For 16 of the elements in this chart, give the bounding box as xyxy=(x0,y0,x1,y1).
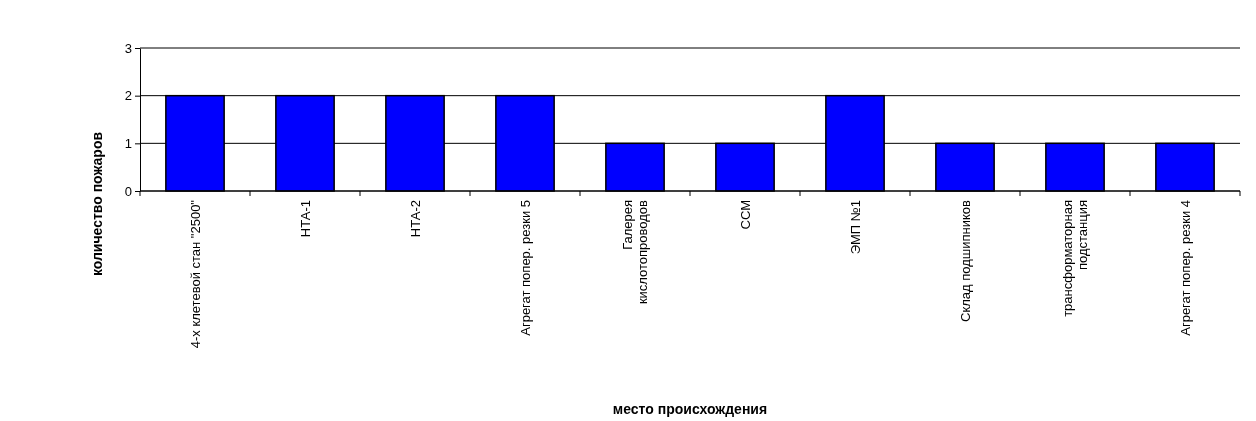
x-tick-label: Агрегат попер. резки 4 xyxy=(1177,200,1193,336)
x-axis-title: место происхождения xyxy=(612,401,768,417)
y-tick-label: 1 xyxy=(124,135,132,151)
x-tick-label: 4-х клетевой стан "2500" xyxy=(187,199,203,349)
x-tick-label: ЭМП №1 xyxy=(847,200,863,255)
x-tick-label: НТА-2 xyxy=(407,200,423,238)
y-tick-label: 2 xyxy=(124,88,132,104)
x-tick-label: ССМ xyxy=(737,200,753,230)
x-tick-label: НТА-1 xyxy=(297,200,313,238)
y-tick-label: 0 xyxy=(124,183,132,199)
x-tick-label: Агрегат попер. резки 5 xyxy=(517,200,533,336)
x-tick-label: трансформаторная подстанция xyxy=(1060,200,1090,317)
x-tick-label: Склад подшипников xyxy=(957,199,973,322)
y-tick-label: 3 xyxy=(124,40,132,56)
y-axis-title: количество пожаров xyxy=(89,131,105,277)
x-tick-label: Галерея кислотопроводов xyxy=(620,199,650,305)
